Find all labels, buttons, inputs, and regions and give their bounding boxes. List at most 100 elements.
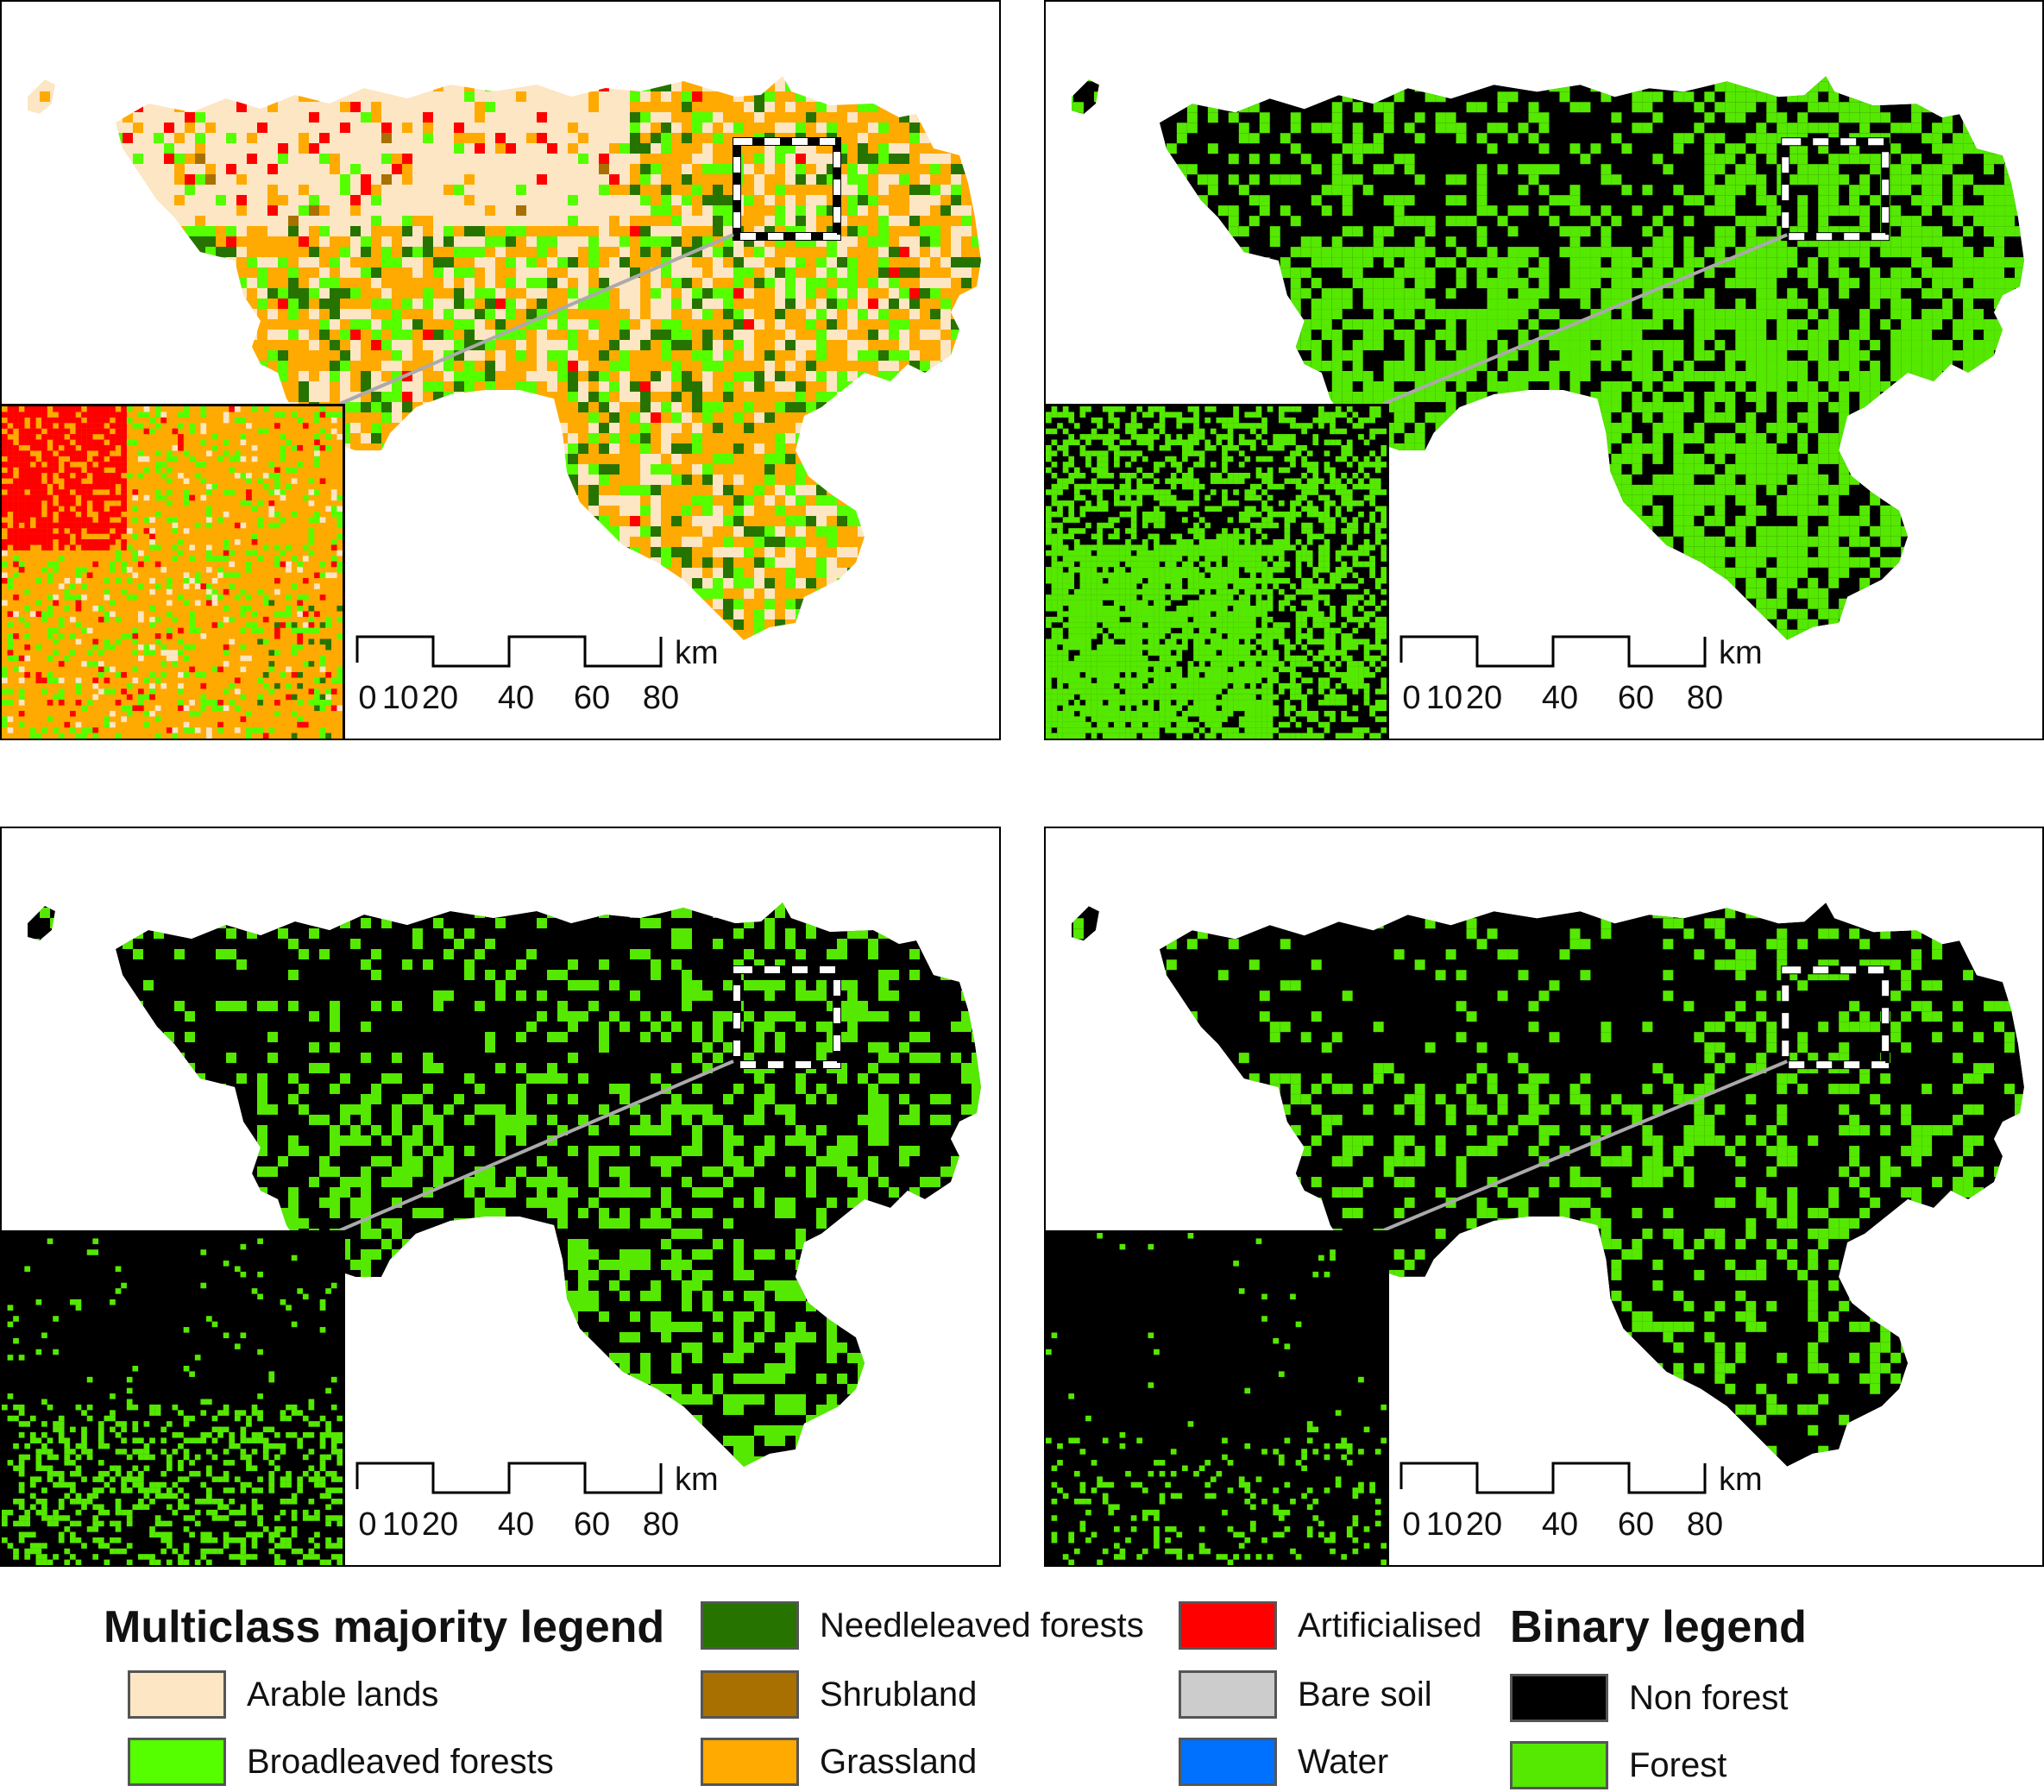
inset-cell <box>64 417 71 424</box>
raster-cell <box>671 568 682 578</box>
inset-cell <box>132 677 139 683</box>
raster-cell <box>868 278 878 288</box>
raster-cell <box>154 299 164 309</box>
raster-cell <box>816 495 827 506</box>
raster-cell <box>299 309 309 319</box>
raster-cell <box>599 433 609 443</box>
raster-cell <box>28 133 29 143</box>
raster-cell <box>475 537 485 547</box>
raster-cell <box>961 91 972 102</box>
inset-cell <box>24 511 31 518</box>
inset-cell <box>115 478 122 484</box>
raster-cell <box>526 475 537 485</box>
raster-cell <box>930 205 940 216</box>
inset-cell <box>18 666 25 673</box>
raster-cell <box>651 526 661 537</box>
inset-cell <box>47 655 53 662</box>
inset-cell <box>240 627 247 634</box>
inset-cell <box>92 539 99 545</box>
raster-cell <box>547 599 557 609</box>
raster-cell <box>599 568 609 578</box>
inset-cell <box>286 439 292 446</box>
inset-cell <box>92 439 99 446</box>
raster-cell <box>940 475 951 485</box>
raster-cell <box>423 267 433 278</box>
raster-cell <box>785 91 796 102</box>
raster-cell <box>319 371 330 381</box>
raster-cell <box>216 299 226 309</box>
inset-cell <box>58 439 65 446</box>
raster-cell <box>868 557 878 568</box>
raster-cell <box>733 340 744 350</box>
inset-cell <box>58 694 65 701</box>
raster-cell <box>806 371 816 381</box>
raster-cell <box>796 330 806 340</box>
raster-cell <box>651 412 661 423</box>
raster-cell <box>599 185 609 195</box>
raster-cell <box>495 464 506 475</box>
inset-raster <box>2 406 343 739</box>
raster-cell <box>930 76 940 81</box>
raster-cell <box>112 309 123 319</box>
raster-cell <box>50 299 60 309</box>
raster-cell <box>909 547 920 557</box>
inset-cell <box>110 423 116 429</box>
inset-cell <box>35 489 42 495</box>
raster-cell <box>827 350 837 361</box>
raster-cell <box>412 443 423 454</box>
raster-cell <box>91 309 102 319</box>
raster-cell <box>609 143 619 154</box>
raster-cell <box>806 267 816 278</box>
inset-cell <box>178 539 184 545</box>
inset-cell <box>223 450 230 456</box>
raster-cell <box>50 267 60 278</box>
inset-cell <box>121 462 127 468</box>
inset-cell <box>154 705 161 712</box>
raster-cell <box>495 236 506 247</box>
inset-cell <box>115 522 122 529</box>
inset-cell <box>149 694 155 701</box>
raster-cell <box>454 340 464 350</box>
raster-cell <box>702 309 713 319</box>
inset-cell <box>183 577 190 584</box>
inset-cell <box>143 456 150 462</box>
raster-cell <box>878 516 889 526</box>
raster-cell <box>744 485 754 495</box>
inset-cell <box>2 506 8 512</box>
raster-cell <box>754 537 764 547</box>
raster-cell <box>164 154 174 164</box>
raster-cell <box>785 443 796 454</box>
raster-cell <box>267 340 278 350</box>
raster-cell <box>889 319 899 330</box>
inset-cell <box>64 450 71 456</box>
raster-cell <box>133 319 143 330</box>
raster-cell <box>692 81 702 91</box>
raster-cell <box>454 247 464 257</box>
raster-cell <box>982 133 992 143</box>
raster-cell <box>847 433 858 443</box>
inset-cell <box>47 456 53 462</box>
raster-cell <box>557 609 568 619</box>
raster-cell <box>154 330 164 340</box>
raster-cell <box>630 319 640 330</box>
raster-cell <box>785 350 796 361</box>
inset-cell <box>234 594 241 600</box>
raster-cell <box>371 599 381 609</box>
raster-cell <box>816 381 827 392</box>
raster-cell <box>71 361 81 371</box>
raster-cell <box>29 381 40 392</box>
raster-cell <box>309 236 319 247</box>
raster-cell <box>599 506 609 516</box>
raster-cell <box>671 381 682 392</box>
raster-cell <box>640 81 651 91</box>
inset-cell <box>132 666 139 673</box>
inset-cell <box>115 417 122 424</box>
raster-cell <box>733 651 744 661</box>
raster-cell <box>40 278 50 288</box>
inset-cell <box>86 700 93 706</box>
raster-cell <box>713 371 723 381</box>
raster-cell <box>920 630 930 640</box>
inset-cell <box>189 428 195 435</box>
inset-cell <box>194 572 201 579</box>
raster-cell <box>671 236 682 247</box>
